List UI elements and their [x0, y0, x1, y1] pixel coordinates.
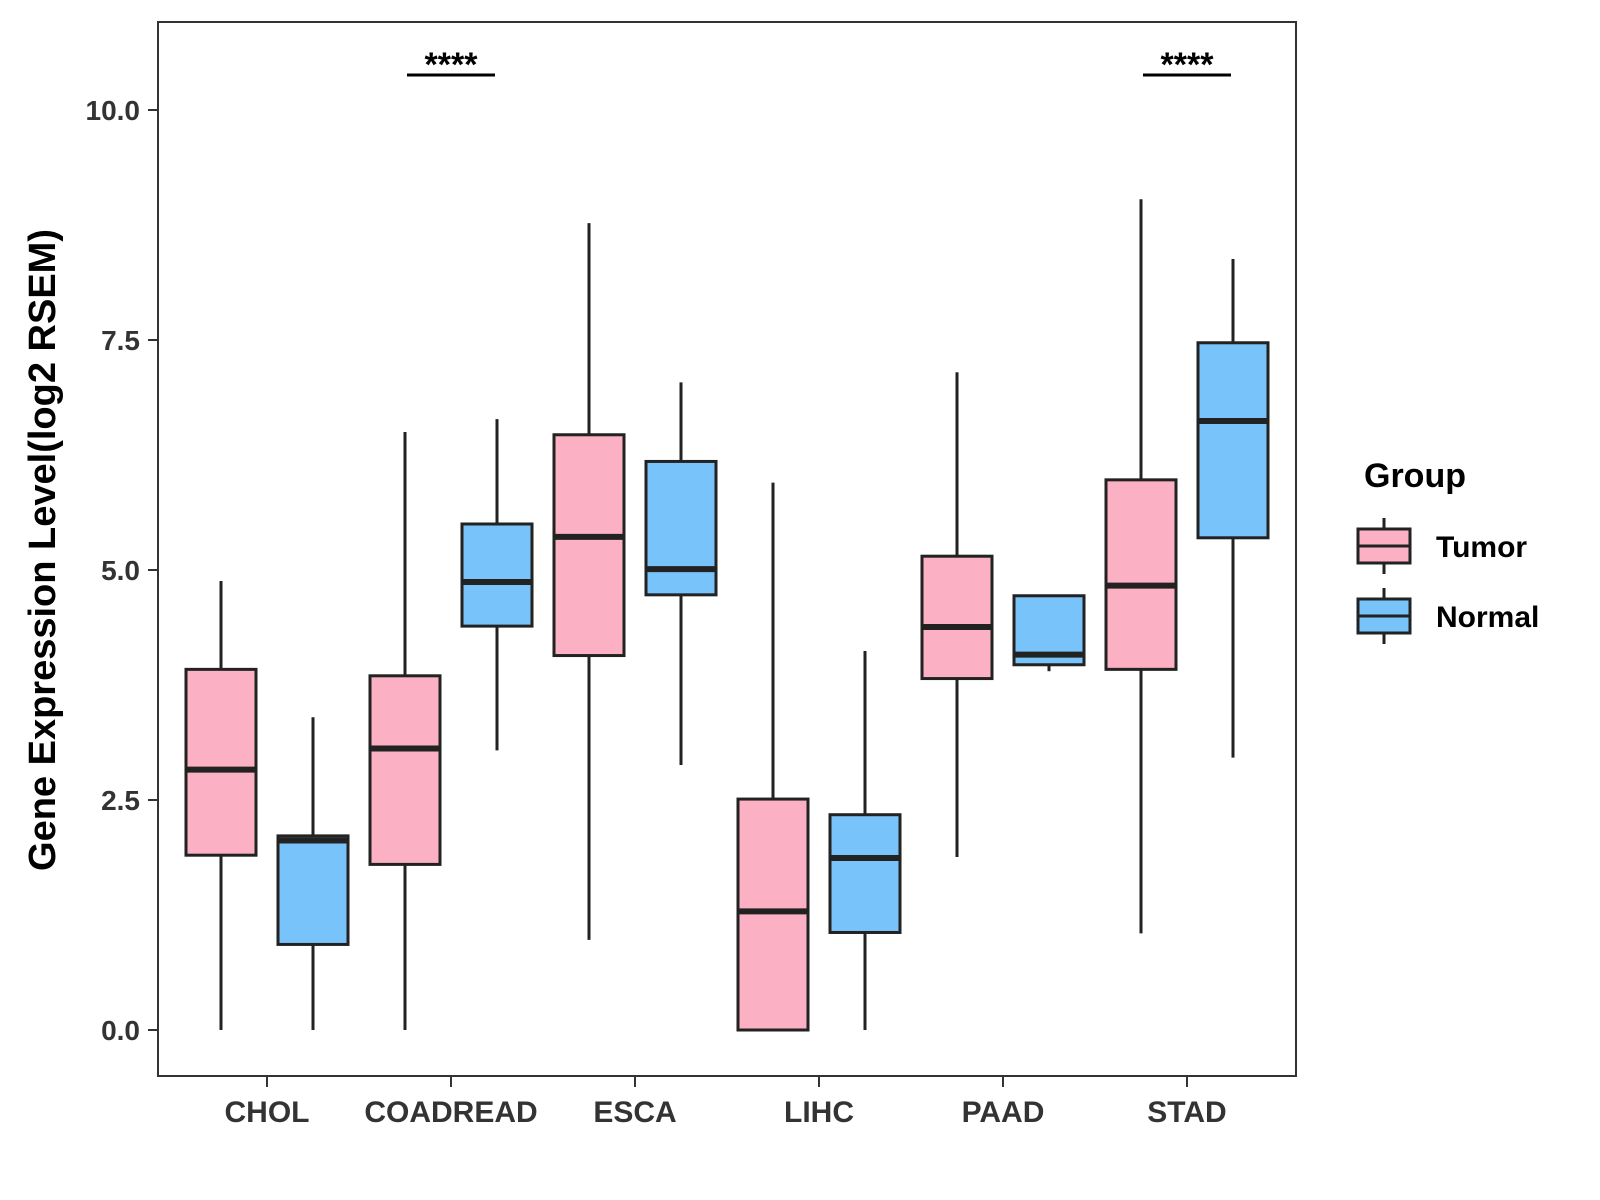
x-tick-label: PAAD	[962, 1096, 1045, 1129]
box-body	[920, 554, 994, 681]
box-body	[644, 459, 718, 597]
box-body	[368, 674, 442, 866]
y-axis-title: Gene Expression Level(log2 RSEM)	[22, 229, 64, 871]
x-tick-label: COADREAD	[364, 1096, 537, 1129]
box-body	[460, 522, 534, 628]
y-tick-label: 0.0	[101, 1015, 140, 1046]
x-tick-label: LIHC	[784, 1096, 854, 1129]
box-normal-paad	[1012, 594, 1086, 672]
annotation-layer: **** ****	[407, 46, 1231, 84]
x-tick-label: ESCA	[593, 1096, 676, 1129]
box-body	[1196, 341, 1270, 540]
box-body	[276, 834, 350, 946]
legend-label: Normal	[1436, 601, 1539, 634]
legend-label: Tumor	[1436, 531, 1527, 564]
box-tumor-paad	[920, 372, 994, 858]
box-tumor-chol	[184, 581, 258, 1030]
y-tick-label: 10.0	[86, 95, 141, 126]
y-tick-label: 7.5	[101, 325, 140, 356]
box-normal-chol	[276, 717, 350, 1030]
y-tick-label: 5.0	[101, 555, 140, 586]
significance-stad: ****	[1143, 46, 1231, 84]
box-body	[736, 797, 810, 1032]
box-tumor-coadread	[368, 432, 442, 1030]
legend-item-normal: Normal	[1356, 588, 1539, 644]
box-body	[552, 433, 626, 658]
box-body	[1104, 478, 1178, 671]
box-normal-esca	[644, 382, 718, 766]
box-layer	[184, 199, 1270, 1032]
legend-item-tumor: Tumor	[1356, 518, 1527, 574]
significance-coadread: ****	[407, 46, 495, 84]
significance-label: ****	[1161, 46, 1215, 84]
x-axis: CHOL COADREAD ESCA LIHC PAAD STAD	[225, 1076, 1227, 1129]
y-tick-label: 2.5	[101, 785, 140, 816]
box-normal-stad	[1196, 259, 1270, 758]
legend: Group Tumor Normal	[1356, 457, 1539, 644]
box-tumor-lihc	[736, 482, 810, 1032]
box-tumor-esca	[552, 223, 626, 940]
legend-title: Group	[1364, 457, 1466, 495]
box-normal-lihc	[828, 650, 902, 1030]
significance-label: ****	[425, 46, 479, 84]
box-tumor-stad	[1104, 199, 1178, 934]
y-axis: 0.0 2.5 5.0 7.5 10.0	[86, 95, 158, 1046]
box-normal-coadread	[460, 419, 534, 751]
box-body	[184, 667, 258, 857]
x-tick-label: STAD	[1147, 1096, 1226, 1129]
box-body	[828, 813, 902, 934]
x-tick-label: CHOL	[225, 1096, 310, 1129]
